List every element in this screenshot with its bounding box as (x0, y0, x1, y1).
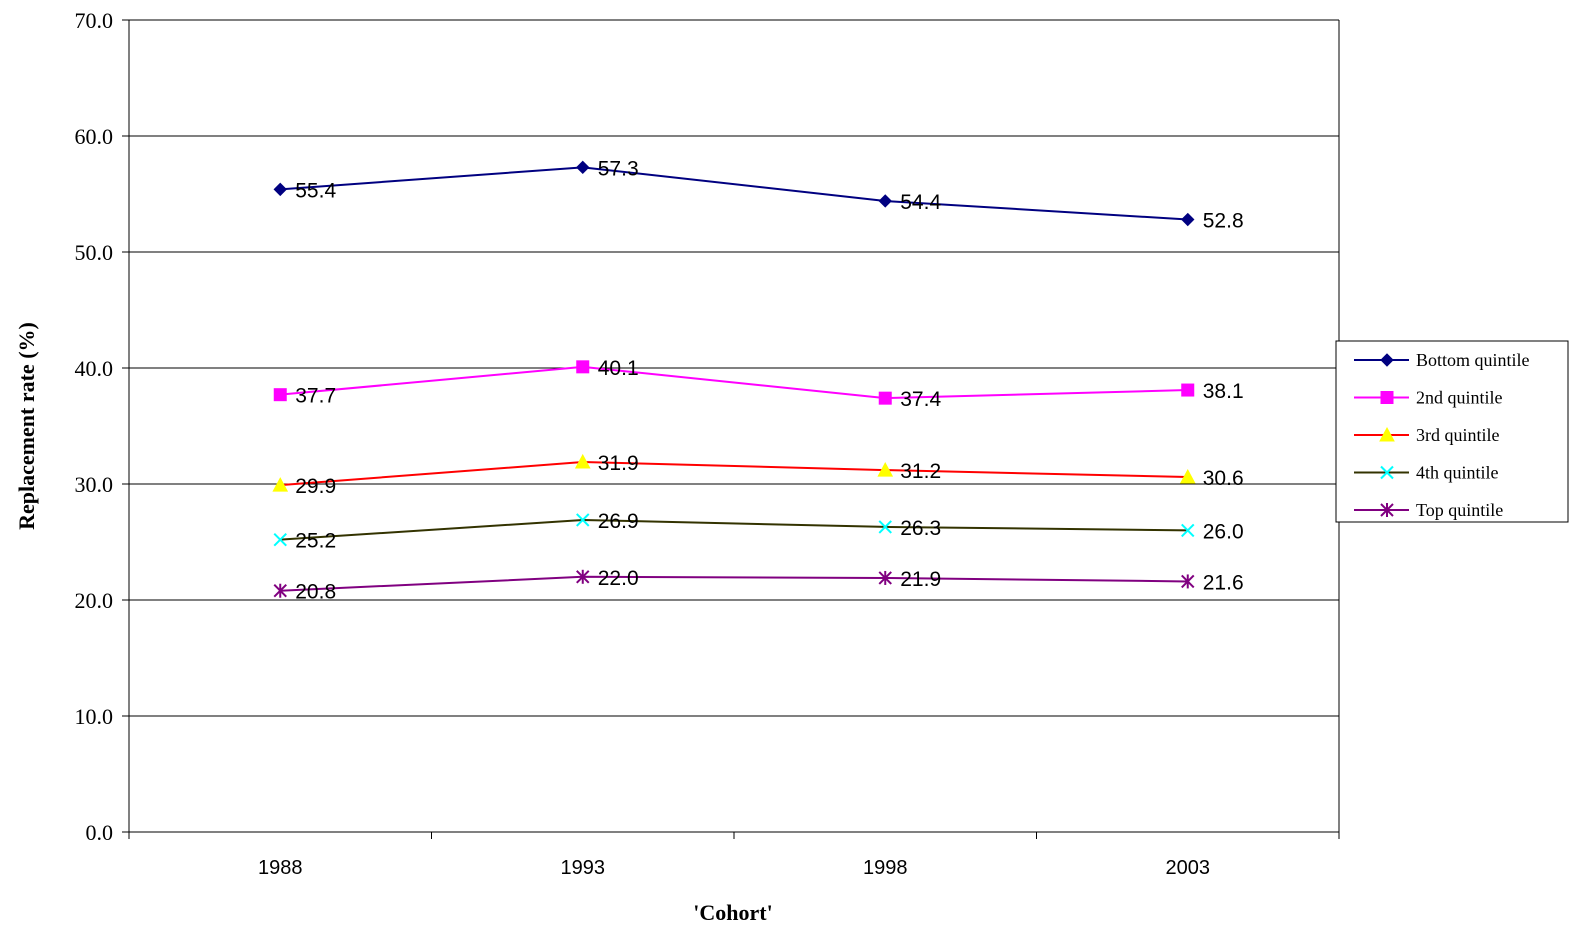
marker-stroke (1380, 465, 1394, 480)
marker-stroke (273, 532, 287, 547)
legend-label: 4th quintile (1416, 463, 1499, 483)
y-tick-label: 60.0 (75, 124, 114, 149)
data-point (1380, 503, 1394, 517)
series-line (280, 365, 1188, 400)
y-tick-label: 40.0 (75, 356, 114, 381)
data-point (273, 583, 287, 598)
data-point (1380, 391, 1394, 404)
data-label: 20.8 (295, 581, 336, 604)
y-tick-label: 30.0 (75, 472, 114, 497)
data-label: 25.2 (295, 530, 336, 553)
data-point (1181, 212, 1195, 227)
data-label: 31.9 (598, 452, 639, 475)
data-label: 37.7 (295, 385, 336, 408)
data-label: 37.4 (900, 388, 941, 411)
series-1 (273, 160, 1195, 227)
data-label: 31.2 (900, 460, 941, 483)
data-label: 26.9 (598, 510, 639, 533)
x-tick-label: 2003 (1166, 857, 1211, 879)
data-point (576, 569, 590, 584)
y-tick-label: 70.0 (75, 8, 114, 33)
legend-label: 3rd quintile (1416, 425, 1500, 445)
legend-item: 3rd quintile (1354, 425, 1500, 445)
axes: 0.0 10.0 20.0 30.0 40.0 50.0 60.0 70.0 1988 1993 1… (75, 8, 1340, 879)
y-tick-label: 50.0 (75, 240, 114, 265)
series (272, 160, 1196, 598)
series-3 (272, 453, 1196, 492)
legend-label: 2nd quintile (1416, 388, 1503, 408)
data-point (1181, 574, 1195, 589)
data-point (576, 160, 590, 175)
data-label: 26.0 (1203, 520, 1244, 543)
data-labels: 55.4 57.3 54.4 52.8 37.7 40.1 37.4 38.1 29.9 31.9… (295, 157, 1243, 603)
x-tick-label: 1993 (561, 857, 606, 879)
data-point (878, 520, 892, 534)
legend-item: Top quintile (1354, 500, 1503, 520)
data-point (273, 532, 287, 547)
data-point (878, 570, 892, 585)
x-axis-title: 'Cohort' (693, 900, 772, 925)
y-tick-label: 10.0 (75, 704, 114, 729)
data-point (1380, 353, 1394, 367)
marker-stroke (878, 520, 892, 534)
data-point (273, 182, 287, 197)
data-point (273, 388, 287, 402)
series-line (280, 518, 1188, 541)
y-tick-label: 0.0 (86, 820, 114, 845)
series-line (280, 166, 1188, 221)
data-label: 26.3 (900, 517, 941, 540)
data-point (878, 194, 892, 208)
gridlines (129, 19, 1339, 717)
legend-label: Top quintile (1416, 500, 1503, 520)
data-point (878, 391, 892, 405)
legend: Bottom quintile 2nd quintile 3rd quintile 4… (1335, 340, 1569, 523)
data-label: 57.3 (598, 157, 639, 180)
legend-item: Bottom quintile (1354, 350, 1530, 370)
data-point (1181, 383, 1195, 397)
data-label: 29.9 (295, 475, 336, 498)
data-point (1179, 468, 1196, 484)
data-point (1380, 465, 1394, 480)
series-line (280, 460, 1188, 487)
y-axis-title: Replacement rate (%) (14, 322, 39, 530)
marker-stroke (1181, 523, 1195, 538)
data-label: 30.6 (1203, 467, 1244, 490)
y-tick-label: 20.0 (75, 588, 114, 613)
legend-item: 4th quintile (1354, 463, 1499, 483)
data-point (1379, 426, 1395, 442)
data-point (877, 462, 894, 477)
data-point (576, 513, 590, 527)
data-point (272, 477, 289, 492)
legend-item: 2nd quintile (1354, 388, 1503, 408)
data-label: 54.4 (900, 191, 941, 214)
data-label: 40.1 (598, 357, 639, 380)
marker-stroke (576, 513, 590, 527)
data-label: 38.1 (1203, 380, 1244, 403)
series-line (280, 575, 1188, 592)
series-5 (273, 569, 1195, 598)
series-4 (273, 513, 1195, 547)
legend-box (1335, 340, 1569, 523)
data-point (574, 453, 591, 469)
data-point (1181, 523, 1195, 538)
data-label: 52.8 (1203, 210, 1244, 233)
data-label: 55.4 (295, 179, 336, 202)
data-point (576, 360, 590, 374)
series-2 (273, 360, 1195, 405)
data-label: 22.0 (598, 567, 639, 590)
x-tick-label: 1998 (863, 857, 908, 879)
data-label: 21.9 (900, 568, 941, 591)
data-label: 21.6 (1203, 571, 1244, 594)
legend-label: Bottom quintile (1416, 350, 1530, 370)
x-tick-label: 1988 (258, 857, 303, 879)
